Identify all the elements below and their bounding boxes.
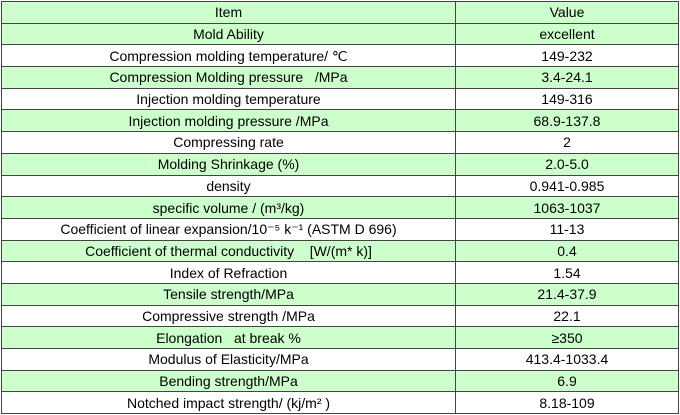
value-cell: 2: [455, 131, 679, 154]
item-cell: specific volume / (m³/kg): [1, 196, 456, 219]
item-cell: Index of Refraction: [1, 261, 456, 284]
table-row: density 0.941-0.985: [1, 174, 679, 198]
item-cell: density: [1, 174, 456, 198]
table-row: Injection molding temperature 149-316: [1, 87, 679, 111]
value-cell: 6.9: [455, 369, 679, 393]
item-cell: Elongation at break %: [1, 326, 456, 349]
table-row: Injection molding pressure /MPa 68.9-137.…: [1, 109, 679, 133]
item-cell: Mold Ability: [1, 22, 456, 46]
table-row: Molding Shrinkage (%) 2.0-5.0: [1, 152, 679, 176]
item-cell: Compressing rate: [1, 131, 456, 154]
value-cell: 149-316: [455, 87, 679, 111]
table-row: Index of Refraction 1.54: [1, 261, 679, 284]
table-row: specific volume / (m³/kg) 1063-1037: [1, 196, 679, 219]
value-cell: 3.4-24.1: [455, 66, 679, 89]
value-cell: 8.18-109: [455, 391, 679, 415]
value-cell: 413.4-1033.4: [455, 348, 679, 371]
item-cell: Coefficient of thermal conductivity [W/(…: [1, 239, 456, 263]
header-row: Item Value: [1, 1, 679, 24]
table-row: Elongation at break % ≥350: [1, 326, 679, 349]
table-row: Compressing rate 2: [1, 131, 679, 154]
value-cell: 11-13: [455, 217, 679, 241]
table-row: Bending strength/MPa 6.9: [1, 369, 679, 393]
table-row: Compression Molding pressure /MPa 3.4-24.…: [1, 66, 679, 89]
item-cell: Compressive strength /MPa: [1, 304, 456, 328]
item-cell: Notched impact strength/ (kj/m² ): [1, 391, 456, 415]
value-cell: 68.9-137.8: [455, 109, 679, 133]
table-row: Tensile strength/MPa 21.4-37.9: [1, 282, 679, 306]
value-cell: excellent: [455, 22, 679, 46]
table-row: Coefficient of thermal conductivity [W/(…: [1, 239, 679, 263]
value-cell: 1.54: [455, 261, 679, 284]
value-cell: 0.4: [455, 239, 679, 263]
header-cell: Item: [1, 1, 456, 24]
table-row: Notched impact strength/ (kj/m² ) 8.18-10…: [1, 391, 679, 415]
table-row: Mold Ability excellent: [1, 22, 679, 46]
value-cell: 21.4-37.9: [455, 282, 679, 306]
table-row: Compression molding temperature/ ℃ 149-23…: [1, 44, 679, 68]
value-cell: 22.1: [455, 304, 679, 328]
table-row: Compressive strength /MPa 22.1: [1, 304, 679, 328]
item-cell: Coefficient of linear expansion/10⁻⁵ k⁻¹…: [1, 217, 456, 241]
item-cell: Molding Shrinkage (%): [1, 152, 456, 176]
header-cell: Value: [455, 1, 679, 24]
item-cell: Injection molding temperature: [1, 87, 456, 111]
table-row: Coefficient of linear expansion/10⁻⁵ k⁻¹…: [1, 217, 679, 241]
item-cell: Tensile strength/MPa: [1, 282, 456, 306]
item-cell: Injection molding pressure /MPa: [1, 109, 456, 133]
item-cell: Modulus of Elasticity/MPa: [1, 348, 456, 371]
value-cell: ≥350: [455, 326, 679, 349]
item-cell: Compression Molding pressure /MPa: [1, 66, 456, 89]
value-cell: 0.941-0.985: [455, 174, 679, 198]
item-cell: Bending strength/MPa: [1, 369, 456, 393]
table-row: Modulus of Elasticity/MPa 413.4-1033.4: [1, 348, 679, 371]
item-cell: Compression molding temperature/ ℃: [1, 44, 456, 68]
value-cell: 1063-1037: [455, 196, 679, 219]
value-cell: 149-232: [455, 44, 679, 68]
value-cell: 2.0-5.0: [455, 152, 679, 176]
table-body: Mold Ability excellent Compression molding…: [1, 22, 679, 415]
